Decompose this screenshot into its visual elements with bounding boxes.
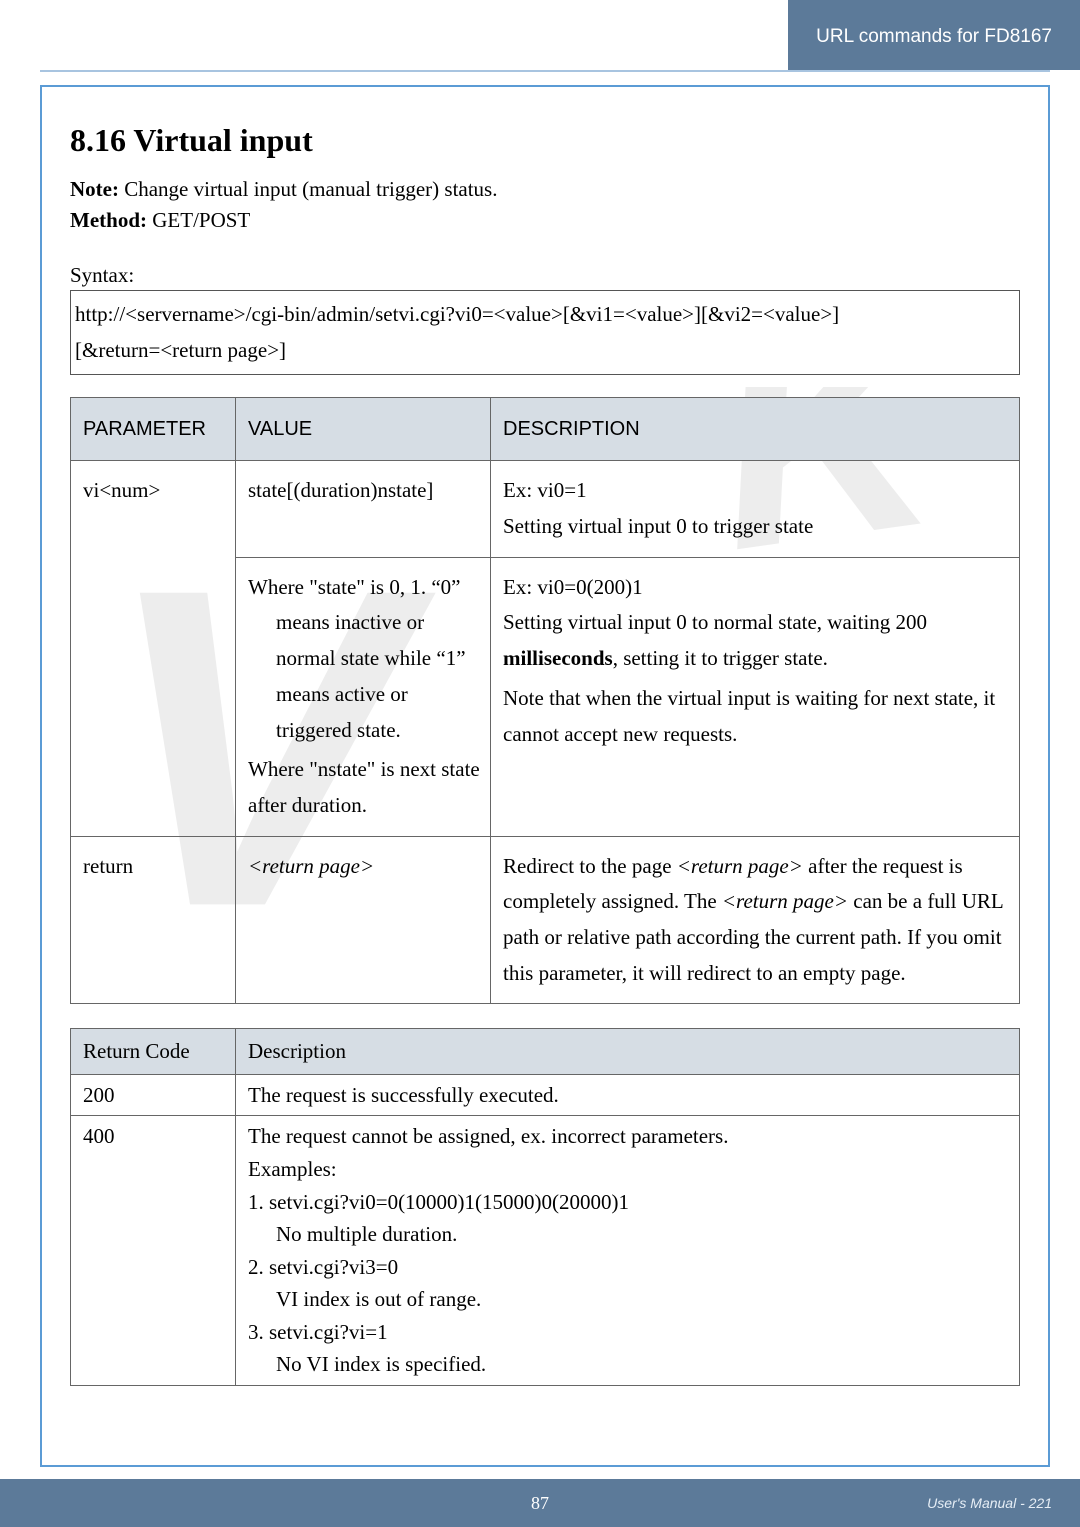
r400-l1: The request cannot be assigned, ex. inco… bbox=[248, 1120, 1009, 1153]
return-cell-400-desc: The request cannot be assigned, ex. inco… bbox=[236, 1116, 1020, 1385]
param-row-vi: vi<num> state[(duration)nstate] Ex: vi0=… bbox=[71, 461, 1020, 557]
section-title-text: Virtual input bbox=[133, 122, 312, 158]
return-header-desc: Description bbox=[236, 1029, 1020, 1075]
note-text: Change virtual input (manual trigger) st… bbox=[119, 177, 498, 201]
param-header-description: DESCRIPTION bbox=[491, 398, 1020, 461]
param-cell-desc1: Ex: vi0=1 Setting virtual input 0 to tri… bbox=[491, 461, 1020, 557]
r400-l5: 2. setvi.cgi?vi3=0 bbox=[248, 1251, 1009, 1284]
header-underline bbox=[40, 70, 1050, 72]
r400-l8: No VI index is specified. bbox=[248, 1348, 1009, 1381]
value2-line1: Where "state" is 0, 1. “0” bbox=[248, 570, 480, 606]
r400-l3: 1. setvi.cgi?vi0=0(10000)1(15000)0(20000… bbox=[248, 1186, 1009, 1219]
section-number: 8.16 bbox=[70, 122, 126, 158]
section-title: 8.16 Virtual input bbox=[70, 122, 1020, 159]
parameter-table: PARAMETER VALUE DESCRIPTION vi<num> stat… bbox=[70, 397, 1020, 1004]
desc2-line1: Ex: vi0=0(200)1 bbox=[503, 570, 1009, 606]
return-code-table: Return Code Description 200 The request … bbox=[70, 1028, 1020, 1385]
r400-l7: 3. setvi.cgi?vi=1 bbox=[248, 1316, 1009, 1349]
param-cell-desc2: Ex: vi0=0(200)1 Setting virtual input 0 … bbox=[491, 557, 1020, 836]
note-line: Note: Change virtual input (manual trigg… bbox=[70, 177, 1020, 202]
param-cell-return-desc: Redirect to the page <return page> after… bbox=[491, 836, 1020, 1004]
r400-l6: VI index is out of range. bbox=[248, 1283, 1009, 1316]
method-text: GET/POST bbox=[147, 208, 250, 232]
value2-line2: means inactive or normal state while “1”… bbox=[248, 605, 480, 748]
header-tab-text: URL commands for FD8167 bbox=[816, 26, 1052, 48]
desc1-line1: Ex: vi0=1 bbox=[503, 473, 1009, 509]
param-row-return: return <return page> Redirect to the pag… bbox=[71, 836, 1020, 1004]
param-table-header-row: PARAMETER VALUE DESCRIPTION bbox=[71, 398, 1020, 461]
header-tab: URL commands for FD8167 bbox=[788, 0, 1080, 70]
syntax-box: http://<servername>/cgi-bin/admin/setvi.… bbox=[70, 290, 1020, 375]
note-label: Note: bbox=[70, 177, 119, 201]
syntax-line-1: http://<servername>/cgi-bin/admin/setvi.… bbox=[75, 297, 1011, 333]
return-cell-200-desc: The request is successfully executed. bbox=[236, 1074, 1020, 1116]
param-cell-return: return bbox=[71, 836, 236, 1004]
return-row-200: 200 The request is successfully executed… bbox=[71, 1074, 1020, 1116]
syntax-label: Syntax: bbox=[70, 263, 1020, 288]
return-row-400: 400 The request cannot be assigned, ex. … bbox=[71, 1116, 1020, 1385]
desc2-line2: Setting virtual input 0 to normal state,… bbox=[503, 605, 1009, 676]
return-header-code: Return Code bbox=[71, 1029, 236, 1075]
footer-manual-page: User's Manual - 221 bbox=[927, 1495, 1052, 1511]
param-cell-vi: vi<num> bbox=[71, 461, 236, 836]
param-cell-return-value: <return page> bbox=[236, 836, 491, 1004]
return-cell-400-code: 400 bbox=[71, 1116, 236, 1385]
param-header-value: VALUE bbox=[236, 398, 491, 461]
footer-bar: 87 User's Manual - 221 bbox=[0, 1479, 1080, 1527]
main-content-frame: V K 8.16 Virtual input Note: Change virt… bbox=[40, 85, 1050, 1467]
param-cell-value2: Where "state" is 0, 1. “0” means inactiv… bbox=[236, 557, 491, 836]
r400-l2: Examples: bbox=[248, 1153, 1009, 1186]
syntax-line-2: [&return=<return page>] bbox=[75, 333, 1011, 369]
header-bar: URL commands for FD8167 bbox=[0, 0, 1080, 70]
footer-page-number: 87 bbox=[531, 1493, 549, 1514]
desc2-line3: Note that when the virtual input is wait… bbox=[503, 677, 1009, 752]
return-table-header-row: Return Code Description bbox=[71, 1029, 1020, 1075]
method-label: Method: bbox=[70, 208, 147, 232]
return-cell-200-code: 200 bbox=[71, 1074, 236, 1116]
value2-line3: Where "nstate" is next state after durat… bbox=[248, 748, 480, 823]
desc1-line2: Setting virtual input 0 to trigger state bbox=[503, 509, 1009, 545]
param-header-parameter: PARAMETER bbox=[71, 398, 236, 461]
method-line: Method: GET/POST bbox=[70, 208, 1020, 233]
param-cell-value1: state[(duration)nstate] bbox=[236, 461, 491, 557]
r400-l4: No multiple duration. bbox=[248, 1218, 1009, 1251]
